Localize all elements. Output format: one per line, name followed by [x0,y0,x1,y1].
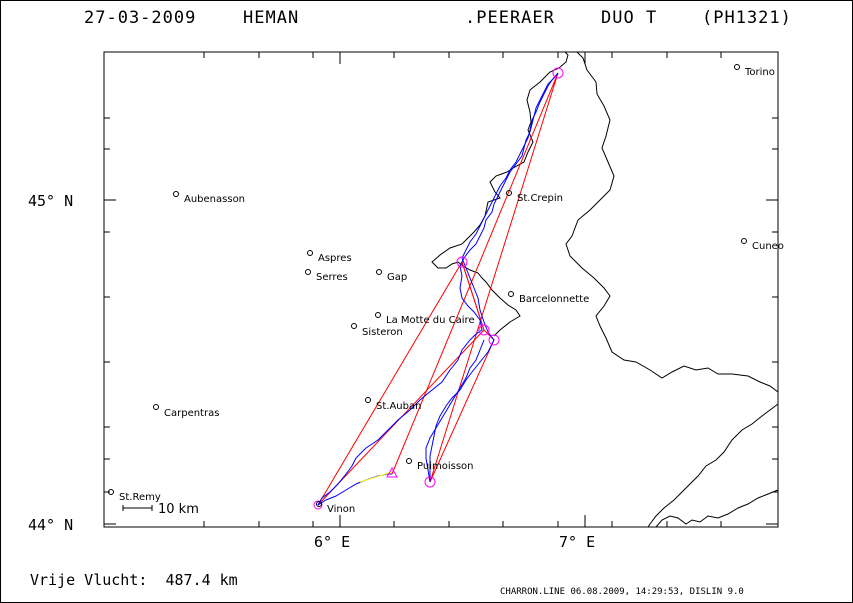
town-markers [108,64,747,507]
town-labels: Torino Aubenasson St.Crepin Cuneo Aspres… [119,67,784,515]
copilot-name: .PEERAER [465,8,555,28]
pilot-name: HEMAN [243,8,300,28]
turnpoint-motte[interactable] [478,324,490,336]
finish-marker[interactable] [386,466,398,478]
town-marker-aspres[interactable] [307,250,313,256]
town-label-puimoisson: Puimoisson [417,461,473,472]
flight-date: 27-03-2009 [84,8,197,28]
distance-label: Vrije Vlucht: [30,571,148,589]
footer-info: CHARRON.LINE 06.08.2009, 14:29:53, DISLI… [500,587,744,597]
town-marker-puimoisson[interactable] [406,458,412,464]
town-label-gap: Gap [387,272,407,283]
distance-value: 487.4 km [165,571,238,589]
turnpoint-vinon[interactable] [313,500,323,510]
town-marker-st-auban[interactable] [365,397,371,403]
lon-label-6: 6° E [314,533,350,551]
turnpoints [313,67,564,510]
lon-label-7: 7° E [559,533,595,551]
town-label-st-auban: St.Auban [376,401,421,412]
town-marker-st-remy[interactable] [108,489,114,495]
distance-summary: Vrije Vlucht: 487.4 km [30,571,238,589]
final-glide-line [359,471,393,483]
turnpoint-gap[interactable] [456,256,468,268]
town-marker-cuneo[interactable] [741,238,747,244]
axis-ticks [104,52,778,527]
flight-track [317,72,559,506]
town-marker-vinon[interactable] [316,501,322,507]
town-label-aubenasson: Aubenasson [184,194,245,205]
task-legs [317,72,559,506]
scale-bar-label: 10 km [158,502,199,517]
turnpoint-north[interactable] [552,67,564,79]
town-label-vinon: Vinon [327,504,355,515]
town-label-la-motte: La Motte du Caire [386,315,475,326]
glider-type: DUO T [601,8,658,28]
town-marker-barcelonnette[interactable] [508,291,514,297]
town-label-st-crepin: St.Crepin [517,193,563,204]
lat-label-44: 44° N [28,516,73,534]
glider-registration: (PH1321) [702,8,792,28]
turnpoint-puimoisson[interactable] [424,476,436,488]
map-frame [103,51,779,528]
town-marker-serres[interactable] [305,269,311,275]
town-label-torino: Torino [744,67,775,78]
turnpoint-east[interactable] [488,334,500,346]
town-marker-la-motte[interactable] [375,312,381,318]
town-marker-gap[interactable] [376,269,382,275]
scale-bar [122,505,153,511]
lat-label-45: 45° N [28,192,73,210]
town-marker-sisteron[interactable] [351,323,357,329]
town-label-serres: Serres [316,272,348,283]
town-label-barcelonnette: Barcelonnette [519,294,589,305]
town-label-st-remy: St.Remy [119,492,161,503]
town-marker-torino[interactable] [734,64,740,70]
town-marker-st-crepin[interactable] [506,190,512,196]
town-label-sisteron: Sisteron [362,327,403,338]
country-border [431,51,779,528]
town-label-cuneo: Cuneo [752,241,784,252]
town-label-carpentras: Carpentras [164,408,219,419]
town-marker-carpentras[interactable] [153,404,159,410]
town-marker-aubenasson[interactable] [173,191,179,197]
town-label-aspres: Aspres [318,253,352,264]
